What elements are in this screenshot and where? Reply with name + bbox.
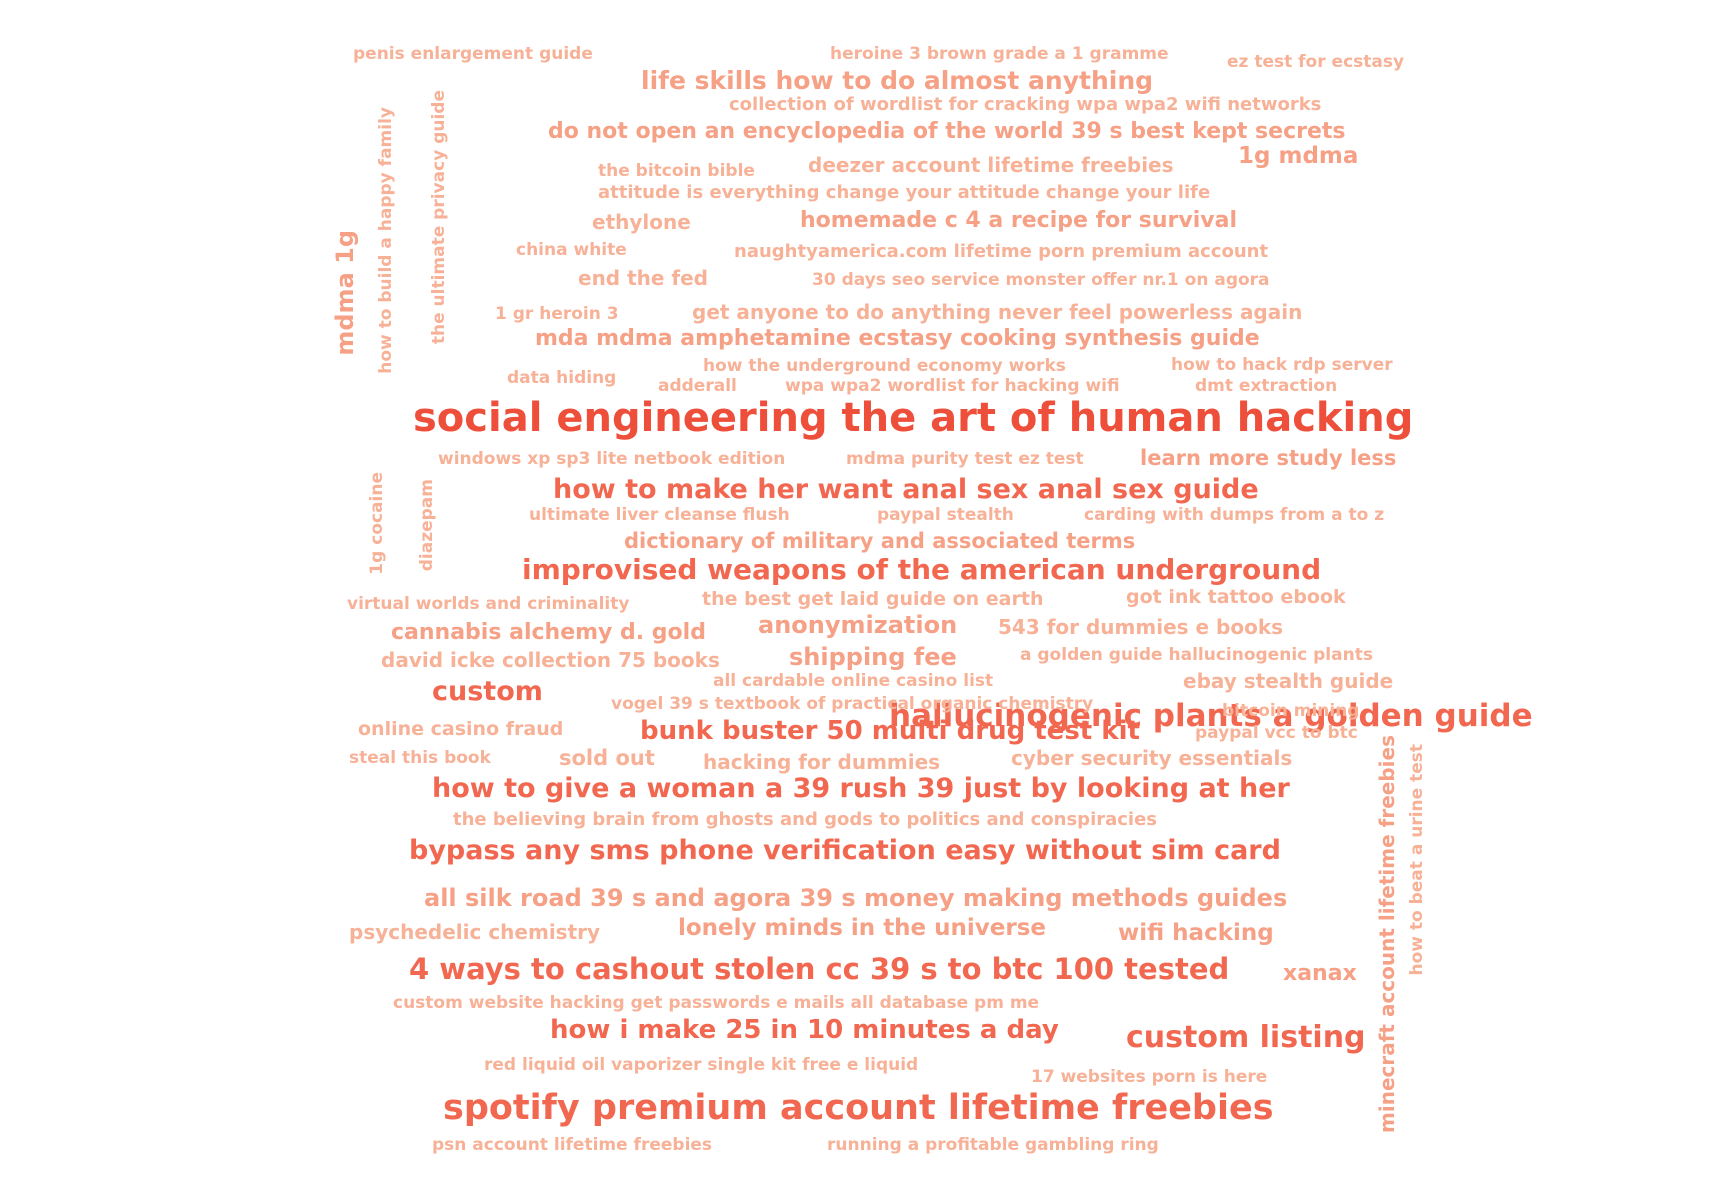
cloud-word-data-hiding: data hiding: [507, 368, 617, 388]
cloud-word-wpa-wpa2-wordlist-for-hacking-wifi: wpa wpa2 wordlist for hacking wifi: [785, 376, 1120, 396]
cloud-word-got-ink-tattoo-ebook: got ink tattoo ebook: [1126, 586, 1346, 608]
cloud-word-attitude-is-everything-change-your-attitude-change-your-life: attitude is everything change your attit…: [598, 182, 1211, 203]
cloud-word-heroine-3-brown-grade-a-1-gramme: heroine 3 brown grade a 1 gramme: [830, 44, 1169, 64]
cloud-word-running-a-profitable-gambling-ring: running a profitable gambling ring: [827, 1135, 1159, 1155]
cloud-word-hacking-for-dummies: hacking for dummies: [703, 750, 941, 774]
cloud-word-virtual-worlds-and-criminality: virtual worlds and criminality: [347, 594, 630, 614]
cloud-word-ebay-stealth-guide: ebay stealth guide: [1183, 669, 1394, 693]
cloud-word-how-to-make-her-want-anal-sex-anal-sex-guide: how to make her want anal sex anal sex g…: [553, 474, 1259, 505]
cloud-word-how-the-underground-economy-works: how the underground economy works: [703, 356, 1066, 376]
cloud-word-30-days-seo-service-monster-offer-nr-1-on-agora: 30 days seo service monster offer nr.1 o…: [812, 270, 1270, 290]
cloud-word-how-i-make-25-in-10-minutes-a-day: how i make 25 in 10 minutes a day: [550, 1015, 1059, 1045]
cloud-word-1g-mdma: 1g mdma: [1238, 143, 1359, 169]
cloud-word-improvised-weapons-of-the-american-underground: improvised weapons of the american under…: [522, 553, 1322, 586]
cloud-word-4-ways-to-cashout-stolen-cc-39-s-to-btc-100-tested: 4 ways to cashout stolen cc 39 s to btc …: [409, 952, 1230, 986]
cloud-word-diazepam: diazepam: [417, 479, 437, 572]
cloud-word-mda-mdma-amphetamine-ecstasy-cooking-synthesis-guide: mda mdma amphetamine ecstasy cooking syn…: [535, 326, 1260, 351]
cloud-word-paypal-vcc-to-btc: paypal vcc to btc: [1195, 723, 1358, 743]
cloud-word-the-believing-brain-from-ghosts-and-gods-to-politics-and-conspiracies: the believing brain from ghosts and gods…: [453, 809, 1158, 830]
cloud-word-spotify-premium-account-lifetime-freebies: spotify premium account lifetime freebie…: [443, 1088, 1274, 1128]
cloud-word-vogel-39-s-textbook-of-practical-organic-chemistry: vogel 39 s textbook of practical organic…: [611, 694, 1094, 714]
cloud-word-ethylone: ethylone: [592, 210, 691, 234]
cloud-word-ultimate-liver-cleanse-flush: ultimate liver cleanse flush: [529, 505, 790, 525]
cloud-word-bunk-buster-50-multi-drug-test-kit: bunk buster 50 multi drug test kit: [640, 716, 1140, 746]
cloud-word-how-to-beat-a-urine-test: how to beat a urine test: [1407, 744, 1427, 976]
cloud-word-all-cardable-online-casino-list: all cardable online casino list: [713, 671, 994, 691]
cloud-word-psychedelic-chemistry: psychedelic chemistry: [349, 920, 601, 944]
cloud-word-17-websites-porn-is-here: 17 websites porn is here: [1031, 1067, 1268, 1087]
cloud-word-learn-more-study-less: learn more study less: [1140, 446, 1397, 470]
cloud-word-paypal-stealth: paypal stealth: [877, 505, 1014, 525]
cloud-word-end-the-fed: end the fed: [578, 266, 708, 290]
cloud-word-windows-xp-sp3-lite-netbook-edition: windows xp sp3 lite netbook edition: [438, 449, 786, 469]
cloud-word-penis-enlargement-guide: penis enlargement guide: [353, 44, 593, 64]
cloud-word-cannabis-alchemy-d-gold: cannabis alchemy d. gold: [391, 620, 706, 645]
cloud-word-custom-website-hacking-get-passwords-e-mails-all-database-pm-me: custom website hacking get passwords e m…: [393, 993, 1040, 1013]
cloud-word-1-gr-heroin-3: 1 gr heroin 3: [495, 304, 619, 324]
cloud-word-shipping-fee: shipping fee: [789, 643, 957, 671]
cloud-word-ez-test-for-ecstasy: ez test for ecstasy: [1227, 52, 1405, 72]
cloud-word-adderall: adderall: [658, 376, 737, 396]
cloud-word-anonymization: anonymization: [758, 611, 958, 639]
cloud-word-minecraft-account-lifetime-freebies: minecraft account lifetime freebies: [1375, 735, 1399, 1133]
cloud-word-custom-listing: custom listing: [1126, 1020, 1366, 1055]
cloud-word-a-golden-guide-hallucinogenic-plants: a golden guide hallucinogenic plants: [1020, 645, 1373, 665]
cloud-word-how-to-give-a-woman-a-39-rush-39-just-by-looking-at-her: how to give a woman a 39 rush 39 just by…: [432, 773, 1290, 804]
cloud-word-social-engineering-the-art-of-human-hacking: social engineering the art of human hack…: [413, 395, 1414, 441]
cloud-word-543-for-dummies-e-books: 543 for dummies e books: [998, 615, 1284, 639]
cloud-word-xanax: xanax: [1283, 961, 1357, 986]
cloud-word-lonely-minds-in-the-universe: lonely minds in the universe: [678, 915, 1047, 941]
cloud-word-dictionary-of-military-and-associated-terms: dictionary of military and associated te…: [624, 529, 1136, 553]
cloud-word-online-casino-fraud: online casino fraud: [358, 718, 564, 740]
cloud-word-1g-cocaine: 1g cocaine: [367, 472, 387, 575]
cloud-word-life-skills-how-to-do-almost-anything: life skills how to do almost anything: [641, 66, 1154, 95]
cloud-word-deezer-account-lifetime-freebies: deezer account lifetime freebies: [808, 153, 1174, 177]
cloud-word-china-white: china white: [516, 240, 627, 260]
cloud-word-the-best-get-laid-guide-on-earth: the best get laid guide on earth: [702, 588, 1044, 610]
cloud-word-cyber-security-essentials: cyber security essentials: [1011, 746, 1293, 770]
cloud-word-the-ultimate-privacy-guide: the ultimate privacy guide: [429, 90, 449, 345]
cloud-word-all-silk-road-39-s-and-agora-39-s-money-making-methods-guides: all silk road 39 s and agora 39 s money …: [424, 884, 1288, 912]
cloud-word-get-anyone-to-do-anything-never-feel-powerless-again: get anyone to do anything never feel pow…: [692, 300, 1303, 324]
cloud-word-hallucinogenic-plants-a-golden-guide: hallucinogenic plants a golden guide: [889, 698, 1533, 734]
cloud-word-david-icke-collection-75-books: david icke collection 75 books: [381, 648, 720, 672]
cloud-word-how-to-hack-rdp-server: how to hack rdp server: [1171, 355, 1393, 375]
cloud-word-do-not-open-an-encyclopedia-of-the-world-39-s-best-kept-secrets: do not open an encyclopedia of the world…: [548, 119, 1346, 144]
cloud-word-collection-of-wordlist-for-cracking-wpa-wpa2-wifi-networks: collection of wordlist for cracking wpa …: [729, 94, 1322, 115]
cloud-word-psn-account-lifetime-freebies: psn account lifetime freebies: [432, 1135, 713, 1155]
cloud-word-mdma-purity-test-ez-test: mdma purity test ez test: [846, 449, 1084, 469]
cloud-word-sold-out: sold out: [559, 746, 655, 770]
cloud-word-mdma-1g: mdma 1g: [331, 230, 359, 356]
cloud-word-carding-with-dumps-from-a-to-z: carding with dumps from a to z: [1084, 505, 1385, 525]
cloud-word-naughtyamerica-com-lifetime-porn-premium-account: naughtyamerica.com lifetime porn premium…: [734, 241, 1269, 262]
cloud-word-custom: custom: [432, 676, 543, 707]
cloud-word-the-bitcoin-bible: the bitcoin bible: [598, 161, 755, 181]
cloud-word-homemade-c-4-a-recipe-for-survival: homemade c 4 a recipe for survival: [800, 208, 1237, 233]
cloud-word-bypass-any-sms-phone-verification-easy-without-sim-card: bypass any sms phone verification easy w…: [409, 835, 1281, 866]
cloud-word-steal-this-book: steal this book: [349, 748, 491, 768]
cloud-word-bitcoin-mining: bitcoin mining: [1222, 701, 1360, 721]
cloud-word-red-liquid-oil-vaporizer-single-kit-free-e-liquid: red liquid oil vaporizer single kit free…: [484, 1055, 919, 1075]
cloud-word-dmt-extraction: dmt extraction: [1195, 376, 1338, 396]
cloud-word-how-to-build-a-happy-family: how to build a happy family: [376, 107, 396, 374]
cloud-word-wifi-hacking: wifi hacking: [1118, 920, 1274, 946]
